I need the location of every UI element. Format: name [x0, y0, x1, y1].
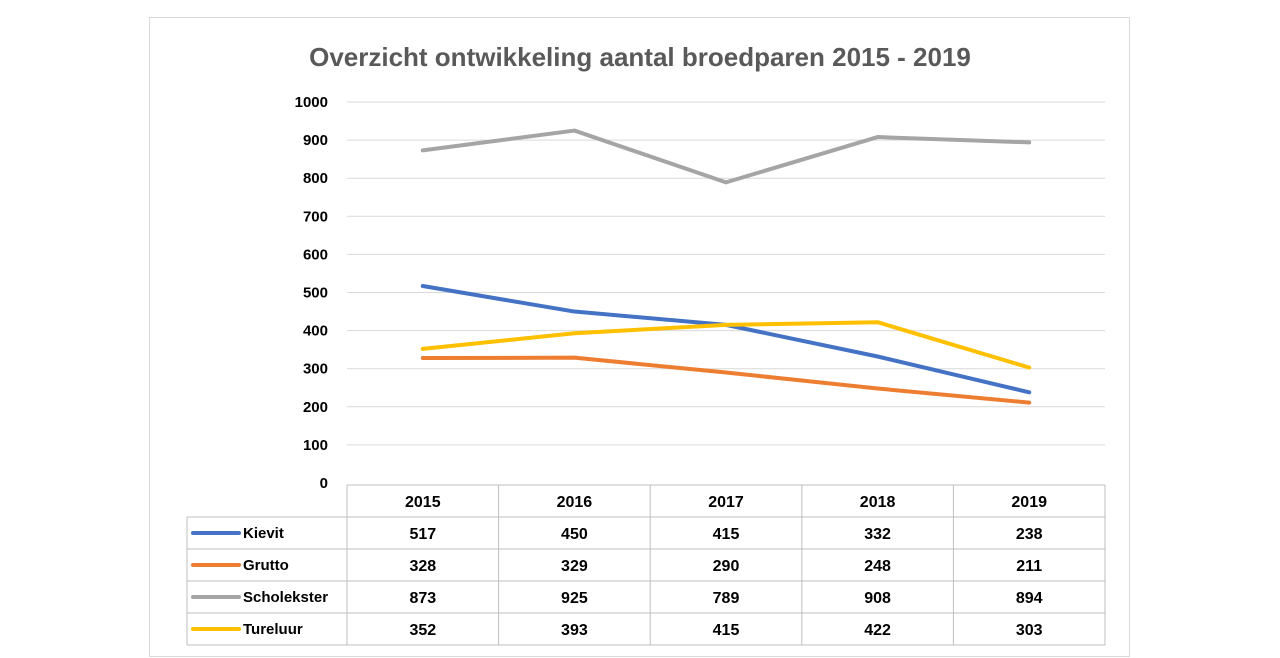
data-label: 422 — [864, 622, 891, 639]
data-label: 873 — [409, 590, 436, 607]
data-label: 789 — [713, 590, 740, 607]
gridlines — [347, 101, 1105, 446]
data-label: 517 — [409, 526, 436, 543]
series-line-scholekster — [420, 128, 1032, 185]
y-tick-label: 700 — [303, 208, 328, 225]
data-label: 332 — [864, 526, 891, 543]
legend-label: Kievit — [243, 525, 284, 542]
y-tick-label: 800 — [303, 170, 328, 187]
y-tick-label: 900 — [303, 132, 328, 149]
data-label: 393 — [561, 622, 588, 639]
y-tick-label: 300 — [303, 361, 328, 378]
chart-area: Overzicht ontwikkeling aantal broedparen… — [149, 17, 1130, 657]
data-label: 329 — [561, 558, 588, 575]
y-tick-label: 0 — [320, 475, 328, 492]
legend-label: Scholekster — [243, 589, 328, 606]
x-tick-label: 2017 — [708, 494, 744, 511]
data-label: 415 — [713, 622, 740, 639]
data-table: 2015 2016 2017 2018 2019 Kievit 517 450 415 332 23… — [186, 484, 1106, 646]
data-label: 415 — [713, 526, 740, 543]
y-tick-label: 100 — [303, 437, 328, 454]
data-label: 238 — [1016, 526, 1043, 543]
series-line-tureluur — [420, 320, 1032, 370]
x-tick-label: 2018 — [860, 494, 896, 511]
data-label: 211 — [1016, 558, 1042, 575]
data-label: 908 — [864, 590, 891, 607]
series-lines — [420, 128, 1032, 405]
x-tick-label: 2016 — [557, 494, 593, 511]
data-label: 352 — [409, 622, 436, 639]
x-tick-label: 2015 — [405, 494, 441, 511]
line-chart: Overzicht ontwikkeling aantal broedparen… — [186, 42, 1106, 646]
x-tick-label: 2019 — [1011, 494, 1047, 511]
y-tick-label: 400 — [303, 323, 328, 340]
data-label: 248 — [864, 558, 891, 575]
legend-label: Grutto — [243, 557, 289, 574]
y-tick-label: 200 — [303, 399, 328, 416]
y-tick-label: 600 — [303, 246, 328, 263]
legend-label: Tureluur — [243, 621, 303, 638]
chart-title: Overzicht ontwikkeling aantal broedparen… — [309, 42, 971, 72]
data-label: 290 — [713, 558, 740, 575]
series-line-grutto — [420, 355, 1032, 405]
data-label: 894 — [1016, 590, 1043, 607]
y-axis-tick-labels: 0 100 200 300 400 500 600 700 800 900 1000 — [295, 94, 328, 492]
data-label: 328 — [409, 558, 436, 575]
y-tick-label: 500 — [303, 285, 328, 302]
data-label: 925 — [561, 590, 588, 607]
y-tick-label: 1000 — [295, 94, 328, 111]
data-label: 303 — [1016, 622, 1043, 639]
data-label: 450 — [561, 526, 588, 543]
